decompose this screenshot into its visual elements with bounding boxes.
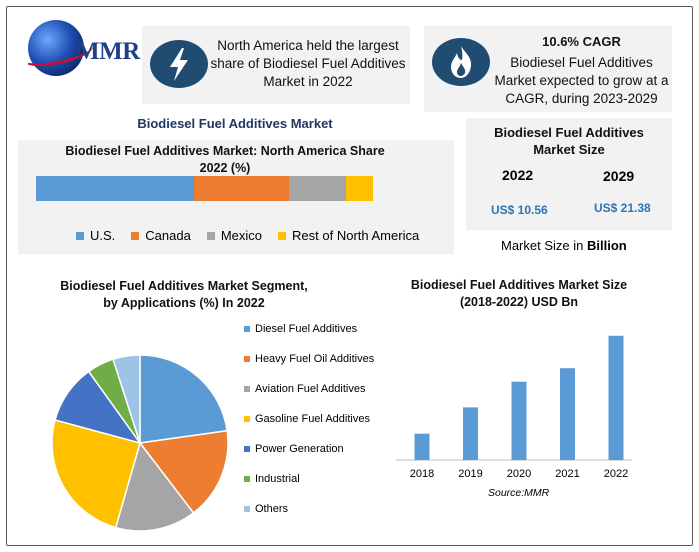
- year-2022: 2022: [502, 167, 534, 183]
- cagr-card: 10.6% CAGR Biodiesel Fuel Additives Mark…: [424, 26, 672, 112]
- legend-swatch: [131, 231, 140, 240]
- caption-prefix: Market Size in: [501, 238, 587, 253]
- globe-icon: [28, 20, 84, 76]
- north-america-card: North America held the largest share of …: [142, 26, 410, 104]
- legend-item: U.S.: [76, 228, 115, 243]
- share-bar-segment: [288, 176, 347, 201]
- legend-label: Aviation Fuel Additives: [255, 383, 366, 395]
- legend-swatch: [244, 506, 250, 512]
- x-tick-label: 2018: [410, 468, 434, 480]
- share-stacked-bar: [36, 176, 373, 201]
- legend-item: Others: [244, 494, 374, 524]
- legend-swatch: [206, 231, 215, 240]
- lightning-icon: [150, 40, 208, 88]
- legend-swatch: [244, 476, 250, 482]
- share-bar-segment: [346, 176, 373, 201]
- legend-swatch: [278, 231, 287, 240]
- legend-item: Canada: [131, 228, 191, 243]
- market-size-caption: Market Size in Billion: [501, 238, 627, 253]
- year-2029: 2029: [603, 168, 635, 184]
- legend-label: Canada: [145, 228, 191, 243]
- legend-label: Diesel Fuel Additives: [255, 323, 358, 335]
- size-column-chart: 2018 2019 2020 2021 2022: [396, 335, 632, 480]
- legend-item: Heavy Fuel Oil Additives: [244, 344, 374, 374]
- legend-swatch: [244, 326, 250, 332]
- legend-swatch: [244, 356, 250, 362]
- x-tick-label: 2019: [458, 468, 482, 480]
- legend-swatch: [244, 386, 250, 392]
- legend-swatch: [76, 231, 84, 240]
- legend-label: Industrial: [255, 473, 300, 485]
- infographic-frame: [6, 6, 693, 546]
- x-tick-label: 2021: [555, 468, 579, 480]
- legend-item: Power Generation: [244, 434, 374, 464]
- mmr-logo: MMR: [20, 14, 145, 84]
- legend-item: Industrial: [244, 464, 374, 494]
- share-chart-title: Biodiesel Fuel Additives Market: North A…: [65, 144, 385, 175]
- cagr-text: Biodiesel Fuel Additives Market expected…: [494, 55, 669, 106]
- column-bar: [511, 381, 527, 460]
- column-bar: [463, 407, 478, 460]
- legend-item: Gasoline Fuel Additives: [244, 404, 374, 434]
- market-size-title: Biodiesel Fuel Additives Market Size: [494, 125, 644, 157]
- share-legend: U.S. Canada Mexico Rest of North America: [76, 228, 435, 243]
- pie-slice: [51, 419, 141, 529]
- legend-swatch: [244, 416, 250, 422]
- legend-item: Rest of North America: [278, 228, 419, 243]
- pie-slice: [112, 354, 141, 444]
- column-bar: [560, 368, 575, 460]
- legend-label: Heavy Fuel Oil Additives: [255, 353, 375, 365]
- north-america-text: North America held the largest share of …: [210, 38, 406, 89]
- source-note: Source:MMR: [488, 487, 550, 499]
- market-size-card: [466, 118, 672, 230]
- legend-label: U.S.: [90, 228, 116, 243]
- logo-text: MMR: [76, 38, 140, 65]
- pie-legend: Diesel Fuel Additives Heavy Fuel Oil Addi…: [244, 314, 374, 524]
- column-bar: [414, 433, 430, 460]
- share-bar-segment: [36, 176, 195, 201]
- legend-label: Others: [255, 503, 289, 515]
- x-tick-label: 2022: [604, 468, 628, 480]
- main-title: Biodiesel Fuel Additives Market: [137, 116, 333, 131]
- legend-item: Aviation Fuel Additives: [244, 374, 374, 404]
- legend-item: Diesel Fuel Additives: [244, 314, 374, 344]
- pie-slice: [114, 441, 195, 532]
- column-bar: [608, 335, 624, 460]
- legend-swatch: [244, 446, 250, 452]
- legend-label: Mexico: [220, 228, 263, 243]
- caption-unit: Billion: [586, 238, 627, 253]
- size-chart-title: Biodiesel Fuel Additives Market Size (20…: [410, 278, 628, 309]
- value-2022: US$ 10.56: [491, 203, 548, 217]
- value-2029: US$ 21.38: [594, 201, 651, 215]
- legend-label: Rest of North America: [292, 228, 420, 243]
- pie-chart: [51, 354, 229, 532]
- legend-label: Gasoline Fuel Additives: [255, 413, 370, 425]
- legend-label: Power Generation: [255, 443, 344, 455]
- cagr-title: 10.6% CAGR: [542, 34, 621, 49]
- flame-icon: [432, 38, 490, 86]
- pie-slice: [139, 354, 228, 444]
- pie-slice: [138, 429, 229, 514]
- x-tick-label: 2020: [507, 468, 531, 480]
- share-bar-segment: [194, 176, 289, 201]
- legend-item: Mexico: [206, 228, 263, 243]
- pie-chart-title: Biodiesel Fuel Additives Market Segment,…: [60, 279, 308, 310]
